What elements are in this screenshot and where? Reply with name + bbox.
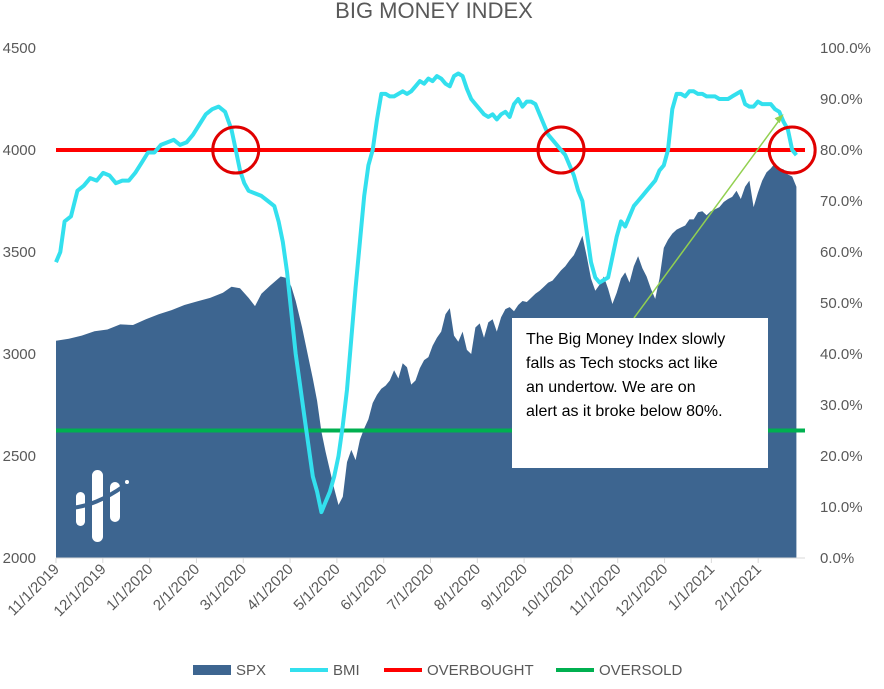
x-tick-label: 4/1/2020 <box>244 561 297 614</box>
callout-box <box>512 318 768 468</box>
x-tick-label: 6/1/2020 <box>337 561 390 614</box>
x-tick-label: 5/1/2020 <box>290 561 343 614</box>
x-tick-label: 3/1/2020 <box>197 561 250 614</box>
legend-overbought-label: OVERBOUGHT <box>427 662 534 679</box>
x-tick-label: 1/1/2020 <box>103 561 156 614</box>
legend-oversold-label: OVERSOLD <box>599 662 683 679</box>
legend-spx-label: SPX <box>236 662 266 679</box>
x-tick-label: 1/1/2021 <box>665 561 718 614</box>
y-right-tick-label: 20.0% <box>820 448 863 465</box>
callout-layer: The Big Money Index slowly falls as Tech … <box>512 114 784 468</box>
y-right-tick-label: 70.0% <box>820 193 863 210</box>
legend-spx-swatch <box>193 665 231 675</box>
callout-arrow-line <box>633 117 782 319</box>
y-right-tick-label: 30.0% <box>820 397 863 414</box>
y-right-tick-label: 60.0% <box>820 244 863 261</box>
y-right-tick-label: 80.0% <box>820 142 863 159</box>
y-right-tick-label: 90.0% <box>820 91 863 108</box>
chart-title: BIG MONEY INDEX <box>335 0 533 23</box>
y-left-tick-label: 3500 <box>3 244 36 261</box>
logo-icon <box>71 470 129 542</box>
y-right-tick-label: 50.0% <box>820 295 863 312</box>
x-tick-label: 2/1/2020 <box>150 561 203 614</box>
y-left-tick-label: 2000 <box>3 550 36 567</box>
x-tick-label: 7/1/2020 <box>384 561 437 614</box>
series-bmi-line <box>54 71 798 515</box>
x-tick-label: 2/1/2021 <box>712 561 765 614</box>
highlight-circle-1 <box>211 125 261 175</box>
callout-arrowhead <box>774 114 784 124</box>
y-right-tick-label: 0.0% <box>820 550 854 567</box>
y-left-tick-label: 3000 <box>3 346 36 363</box>
y-left-tick-label: 2500 <box>3 448 36 465</box>
callout-text-line: alert as it broke below 80%. <box>526 403 723 420</box>
bmi-line-layer <box>54 71 798 515</box>
callout-text-line: an undertow. We are on <box>526 379 696 396</box>
callout-text-line: falls as Tech stocks act like <box>526 355 718 372</box>
legend-bmi-label: BMI <box>333 662 360 679</box>
highlight-circle-3 <box>767 125 817 175</box>
legend: SPX BMI OVERBOUGHT OVERSOLD <box>193 662 683 679</box>
y-right-tick-label: 100.0% <box>820 40 871 57</box>
y-left-tick-label: 4500 <box>3 40 36 57</box>
highlight-circle-2 <box>536 125 586 175</box>
y-right-tick-label: 40.0% <box>820 346 863 363</box>
callout-text-line: The Big Money Index slowly <box>526 331 725 348</box>
y-right-tick-label: 10.0% <box>820 499 863 516</box>
x-tick-label: 8/1/2020 <box>431 561 484 614</box>
highlight-circles-layer <box>211 125 817 175</box>
y-left-tick-label: 4000 <box>3 142 36 159</box>
